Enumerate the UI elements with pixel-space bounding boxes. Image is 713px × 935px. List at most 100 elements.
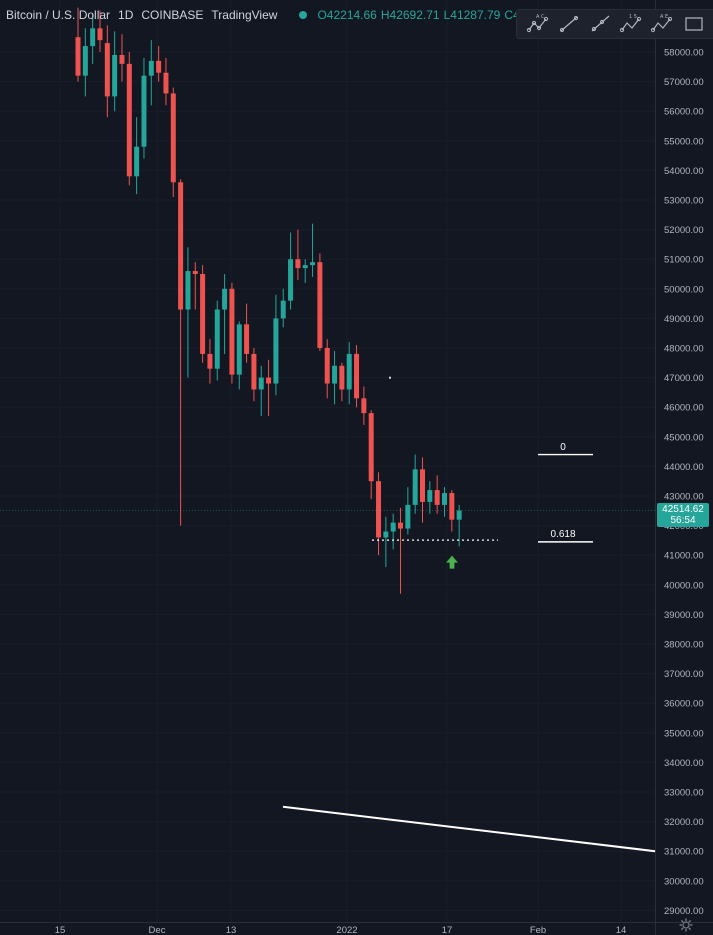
candle-body [302, 265, 308, 269]
candle-body [376, 481, 382, 538]
candle [75, 7, 81, 82]
candle-body [310, 262, 316, 266]
price-axis-label: 37000.00 [664, 669, 704, 680]
price-axis-label: 56000.00 [664, 107, 704, 118]
candle-body [236, 324, 242, 375]
price-axis-label: 32000.00 [664, 817, 704, 828]
candle [383, 516, 389, 568]
candle-body [280, 300, 286, 319]
candle [104, 25, 110, 118]
candle [207, 339, 213, 384]
candle-body [361, 398, 367, 414]
interval-label[interactable]: 1D [118, 8, 134, 22]
symbol-name[interactable]: Bitcoin / U.S. Dollar [6, 8, 111, 22]
candle-body [456, 510, 462, 520]
candle-body [383, 531, 389, 538]
svg-text:A C: A C [536, 14, 545, 20]
price-axis-label: 47000.00 [664, 373, 704, 384]
price-axis-label: 45000.00 [664, 432, 704, 443]
candle [148, 40, 154, 106]
candle [90, 13, 96, 64]
candle-body [295, 259, 301, 269]
marker-dot [389, 376, 391, 379]
price-axis-label: 38000.00 [664, 640, 704, 651]
abcd-pattern-icon[interactable]: 1 5 [616, 11, 646, 37]
elliott-wave-icon[interactable]: A E [647, 11, 677, 37]
candle [178, 179, 184, 526]
candle-body [119, 54, 125, 64]
price-axis-label: 31000.00 [664, 847, 704, 858]
candle [214, 300, 220, 381]
candle-body [156, 60, 162, 73]
ray-line-icon[interactable] [585, 11, 615, 37]
low-key: L [443, 8, 451, 22]
price-axis-label: 54000.00 [664, 166, 704, 177]
symbol-header: Bitcoin / U.S. Dollar 1D COINBASE Tradin… [6, 8, 544, 22]
drawn-curve-line [282, 805, 656, 853]
close-key: C [504, 8, 514, 22]
candle [185, 247, 191, 378]
price-axis-label: 29000.00 [664, 906, 704, 917]
candle-body [244, 324, 250, 354]
price-axis-label: 46000.00 [664, 403, 704, 414]
trend-line-icon[interactable] [554, 11, 584, 37]
candle-body [332, 365, 338, 384]
candle [295, 229, 301, 280]
last-price-value: 42514.62 [662, 504, 704, 515]
candle [442, 487, 447, 517]
buy-arrow-icon [446, 555, 458, 569]
pattern-icon[interactable]: A C [523, 11, 553, 37]
candle [141, 57, 147, 159]
price-axis-label: 30000.00 [664, 876, 704, 887]
candle-body [420, 469, 426, 502]
candle-body [185, 271, 191, 310]
candle [266, 359, 272, 417]
candle [251, 348, 257, 402]
candle-body [82, 46, 88, 76]
candle-body [339, 365, 345, 390]
candle-body [266, 377, 272, 384]
candle [427, 481, 433, 514]
price-axis-label: 36000.00 [664, 699, 704, 710]
candle [302, 259, 308, 283]
candle [368, 410, 374, 499]
candle [112, 31, 118, 112]
price-axis-label: 55000.00 [664, 136, 704, 147]
drawing-toolbar: A C 1 5 A E [516, 9, 713, 39]
svg-text:1 5: 1 5 [629, 14, 637, 20]
candle [405, 487, 411, 535]
last-price-tag: 42514.62 56:54 [657, 503, 709, 527]
candle [134, 117, 140, 195]
market-status-icon [299, 11, 308, 19]
candle-body [104, 43, 110, 97]
candle [346, 342, 352, 405]
candle-body [434, 490, 440, 505]
time-axis-label: 13 [226, 925, 237, 935]
candle [170, 87, 176, 198]
candle-body [288, 259, 294, 301]
candle [398, 507, 404, 594]
price-axis-label: 51000.00 [664, 255, 704, 266]
candle-body [346, 353, 352, 390]
candle [324, 339, 330, 399]
candle [434, 475, 440, 514]
candle-body [229, 288, 235, 375]
settings-gear-icon[interactable] [679, 918, 693, 932]
candle-body [170, 93, 176, 183]
candle [420, 457, 426, 523]
candle [390, 513, 396, 550]
candle-body [405, 504, 411, 529]
candle-body [222, 288, 228, 310]
time-axis-label: 14 [616, 925, 627, 935]
candle-body [449, 493, 455, 520]
candle-body [141, 75, 147, 147]
candle-body [273, 318, 279, 384]
fib-level-618-label: 0.618 [550, 529, 576, 540]
low-value: 41287.79 [450, 8, 501, 22]
candle [126, 52, 132, 186]
rectangle-icon[interactable] [678, 11, 708, 37]
candle [412, 454, 418, 514]
